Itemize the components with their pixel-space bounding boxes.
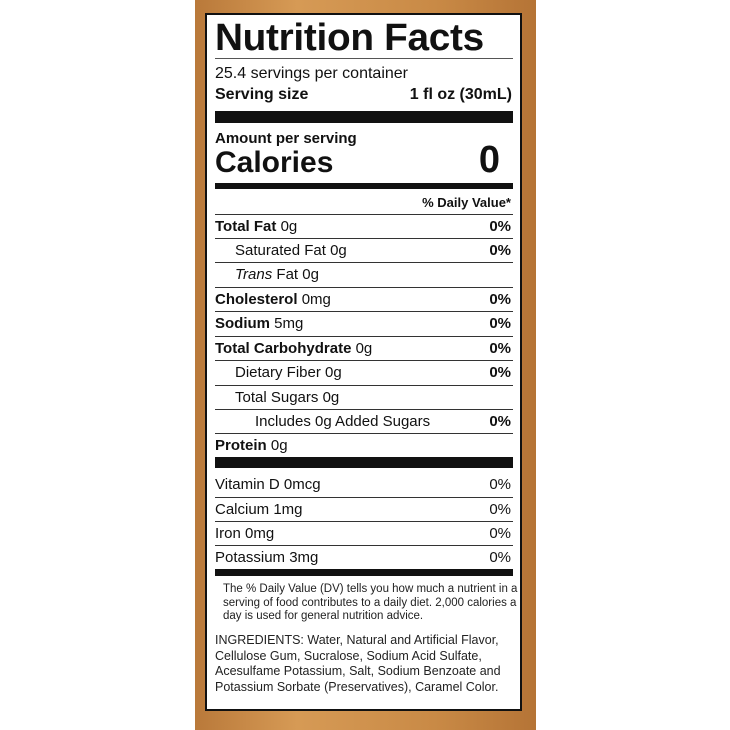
calories-value: 0 (478, 139, 500, 181)
nutrition-facts-panel: Nutrition Facts 25.4 servings per contai… (205, 13, 522, 711)
thick-divider (215, 457, 513, 468)
thick-divider (215, 111, 513, 123)
nutrient-row-cholesterol: Cholesterol 0mg 0% (215, 287, 513, 312)
vitamin-row: Potassium 3mg 0% (215, 545, 513, 570)
calories-label: Calories (215, 146, 334, 179)
label-title: Nutrition Facts (215, 17, 484, 59)
amount-per-serving: Amount per serving (215, 130, 357, 147)
nutrient-row-total-carbohydrate: Total Carbohydrate 0g 0% (215, 336, 513, 361)
daily-value-header: % Daily Value* (422, 195, 511, 210)
servings-per-container: 25.4 servings per container (215, 65, 408, 82)
nutrient-row-saturated-fat: Saturated Fat 0g 0% (215, 238, 513, 263)
nutrient-row-total-sugars: Total Sugars 0g (215, 385, 513, 410)
medium-divider (215, 569, 513, 576)
medium-divider (215, 183, 513, 189)
ingredients: INGREDIENTS: Water, Natural and Artifici… (215, 633, 501, 694)
nutrient-row-dietary-fiber: Dietary Fiber 0g 0% (215, 360, 513, 385)
serving-size-label: Serving size (215, 86, 309, 103)
nutrient-row-added-sugars: Includes 0g Added Sugars 0% (215, 409, 513, 434)
divider (215, 58, 513, 59)
nutrient-row-total-fat: Total Fat 0g 0% (215, 214, 513, 239)
nutrient-row-protein: Protein 0g (215, 433, 513, 458)
nutrient-row-trans-fat: Trans Fat 0g (215, 262, 513, 287)
vitamin-row: Vitamin D 0mcg 0% (215, 476, 511, 493)
nutrient-row-sodium: Sodium 5mg 0% (215, 311, 513, 336)
serving-size-value: 1 fl oz (30mL) (409, 86, 512, 103)
daily-value-footnote: The % Daily Value (DV) tells you how muc… (223, 583, 518, 622)
vitamin-row: Calcium 1mg 0% (215, 497, 513, 522)
vitamin-row: Iron 0mg 0% (215, 521, 513, 546)
